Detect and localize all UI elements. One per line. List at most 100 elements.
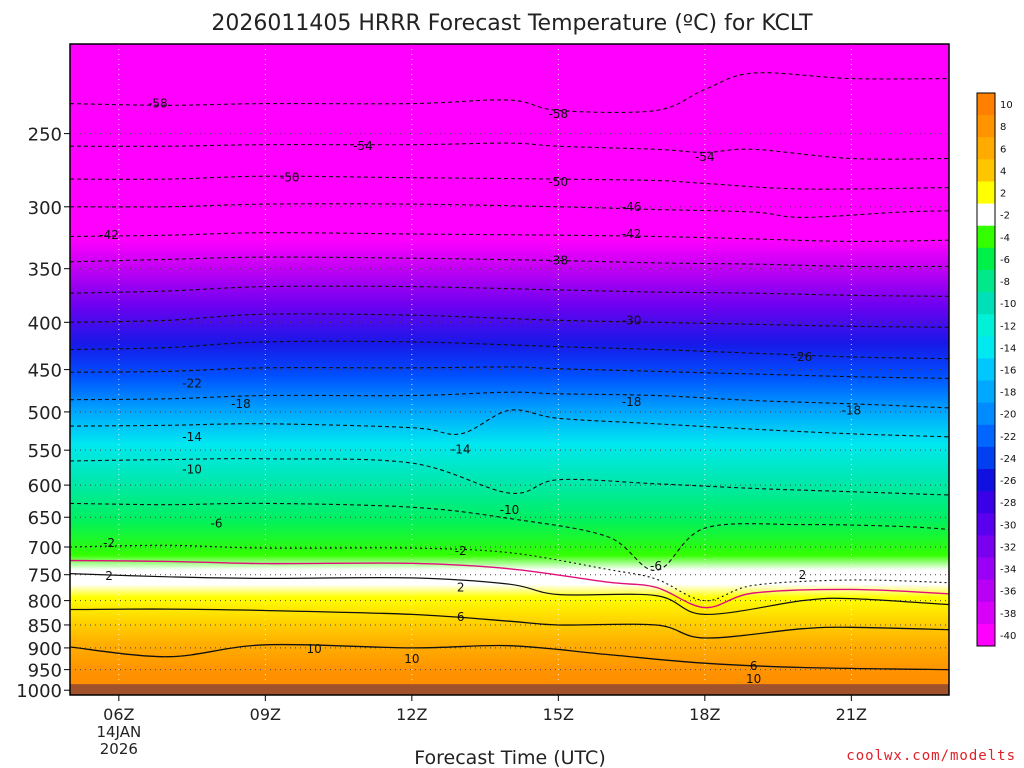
contour--14 [70, 409, 949, 438]
contour-label-31: 10 [746, 672, 761, 686]
contour-lines [70, 72, 949, 671]
contour--30 [70, 313, 949, 328]
y-tick-label-550: 550 [28, 441, 62, 462]
y-axis: 2503003504004505005506006507007508008509… [16, 125, 70, 702]
contour-label-20: -6 [211, 516, 223, 530]
colorbar-label-7: -6 [1000, 255, 1010, 266]
x-tick-label-15Z: 15Z [543, 705, 574, 724]
colorbar-swatch-3 [977, 159, 995, 182]
grid-lines [70, 44, 949, 695]
colorbar-swatch-5 [977, 203, 995, 227]
colorbar-label-12: -16 [1000, 366, 1016, 377]
colorbar-label-0: 10 [1000, 100, 1013, 111]
colorbar-label-8: -8 [1000, 277, 1010, 288]
colorbar-frame [976, 92, 996, 647]
colorbar-label-15: -22 [1000, 432, 1016, 443]
colorbar-swatch-8 [977, 269, 995, 293]
y-tick-label-900: 900 [28, 639, 62, 660]
contour-label-7: -42 [99, 228, 119, 242]
y-tick-label-250: 250 [28, 125, 62, 146]
colorbar-label-4: 2 [1000, 189, 1006, 200]
contour-label-19: -10 [500, 503, 520, 517]
y-tick-label-450: 450 [28, 361, 62, 382]
colorbar-swatch-21 [977, 557, 995, 581]
colorbar-swatch-14 [977, 402, 995, 426]
contour-labels: -58-58-54-54-50 -50-46-42 -42-38-30-26-22-… [99, 97, 861, 687]
y-tick-label-700: 700 [28, 538, 62, 559]
contour--18 [70, 391, 949, 409]
colorbar-label-19: -30 [1000, 520, 1016, 531]
colorbar-swatch-19 [977, 513, 995, 536]
colorbar-label-14: -20 [1000, 410, 1016, 421]
chart-title: 2026011405 HRRR Forecast Temperature (ºC… [211, 11, 813, 36]
colorbar-swatch-20 [977, 535, 995, 559]
contour-label-14: -18 [622, 395, 642, 409]
colorbar-label-20: -32 [1000, 542, 1016, 553]
colorbar-swatch-24 [977, 623, 995, 647]
colorbar-swatch-1 [977, 115, 995, 138]
contour-label-1: -58 [549, 107, 569, 121]
contour-label-24: 2 [105, 569, 113, 583]
contour--10 [70, 458, 949, 496]
x-axis-label: Forecast Time (UTC) [414, 747, 605, 768]
y-tick-label-500: 500 [28, 403, 62, 424]
credit-link[interactable]: coolwx.com/modelts [846, 748, 1016, 764]
colorbar-swatch-9 [977, 292, 995, 315]
contour-label-5: -50 [549, 175, 569, 189]
colorbar-swatch-7 [977, 247, 995, 271]
y-tick-label-650: 650 [28, 508, 62, 529]
colorbar-label-18: -28 [1000, 498, 1016, 509]
contour-label-4: -50 [280, 171, 300, 185]
colorbar-swatch-16 [977, 446, 995, 470]
colorbar-swatch-10 [977, 314, 995, 337]
contour-label-26: 2 [799, 568, 807, 582]
colorbar-swatch-17 [977, 469, 995, 492]
contour--34 [70, 285, 949, 297]
colorbar-label-1: 8 [1000, 122, 1006, 133]
contour-label-18: -10 [182, 462, 202, 476]
x-tick-label-18Z: 18Z [689, 705, 720, 724]
colorbar-label-23: -38 [1000, 609, 1016, 620]
contour-label-12: -22 [182, 377, 202, 391]
colorbar-swatch-12 [977, 358, 995, 382]
freezing-line [70, 559, 949, 609]
colorbar-swatch-11 [977, 336, 995, 359]
x-tick-label-12Z: 12Z [396, 705, 427, 724]
contour--50 [70, 175, 949, 190]
x-tick-label-06Z: 06Z [103, 705, 134, 724]
contour-label-25: 2 [457, 580, 465, 594]
colorbar-label-3: 4 [1000, 166, 1006, 177]
contour--22 [70, 366, 949, 379]
contour--38 [70, 256, 949, 268]
y-tick-label-850: 850 [28, 616, 62, 637]
contour-label-15: -18 [842, 403, 862, 417]
contour-label-2: -54 [353, 139, 373, 153]
contour--58 [70, 72, 949, 114]
colorbar-swatch-22 [977, 579, 995, 603]
contour--54 [70, 142, 949, 160]
contour-label-11: -26 [793, 350, 813, 364]
x-date-label: 14JAN [96, 723, 141, 741]
contour-label-3: -54 [695, 150, 715, 164]
contour--26 [70, 340, 949, 360]
y-tick-label-1000: 1000 [16, 681, 62, 702]
y-tick-label-800: 800 [28, 592, 62, 613]
contour-label-27: 6 [457, 610, 465, 624]
colorbar-label-6: -4 [1000, 233, 1010, 244]
colorbar: 10 8 6 4 2 -2 -4 -6 -8 -10 -12 -14 -16 -18 -20 -22 -24 -2… [976, 92, 1016, 647]
contour--46 [70, 203, 949, 218]
x-tick-label-21Z: 21Z [836, 705, 867, 724]
temperature-field [70, 44, 949, 695]
contour-label-29: 10 [307, 642, 322, 656]
contour-label-22: -2 [455, 544, 467, 558]
colorbar-swatch-18 [977, 491, 995, 514]
colorbar-swatch-23 [977, 601, 995, 625]
colorbar-swatch-0 [977, 93, 995, 116]
contour-label-16: -14 [182, 430, 202, 444]
y-tick-label-300: 300 [28, 198, 62, 219]
colorbar-label-22: -36 [1000, 587, 1016, 598]
x-tick-label-09Z: 09Z [250, 705, 281, 724]
colorbar-swatch-4 [977, 181, 995, 205]
y-tick-label-400: 400 [28, 313, 62, 334]
